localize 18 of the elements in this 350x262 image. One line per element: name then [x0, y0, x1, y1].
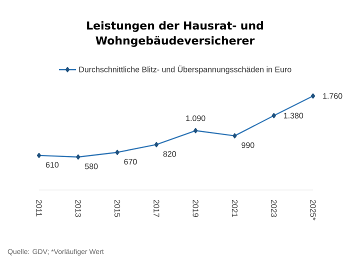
x-tick-label: 2025*	[310, 200, 316, 220]
x-tick-label: 2013	[75, 200, 81, 217]
data-label: 820	[163, 151, 176, 157]
x-tick-label: 2021	[232, 200, 238, 217]
x-tick-label: 2017	[154, 200, 160, 217]
data-label: 1.090	[186, 115, 206, 122]
data-label: 990	[242, 142, 254, 148]
data-label: 610	[46, 162, 59, 168]
data-label: 670	[124, 158, 137, 165]
x-tick-label: 2023	[271, 200, 277, 217]
data-label: 1.380	[284, 112, 304, 118]
data-label: 580	[84, 164, 98, 170]
x-tick-label: 2019	[192, 200, 198, 217]
legend-label: Durchschnittliche Blitz- und Überspannungsschäden in Euro	[79, 66, 292, 74]
data-label: 1.760	[323, 93, 342, 99]
x-tick-label: 2015	[114, 200, 120, 217]
x-tick-label: 2011	[36, 200, 42, 216]
chart-title: Leistungen der Hausrat- und Wohngebäudeversicherer	[87, 21, 263, 47]
